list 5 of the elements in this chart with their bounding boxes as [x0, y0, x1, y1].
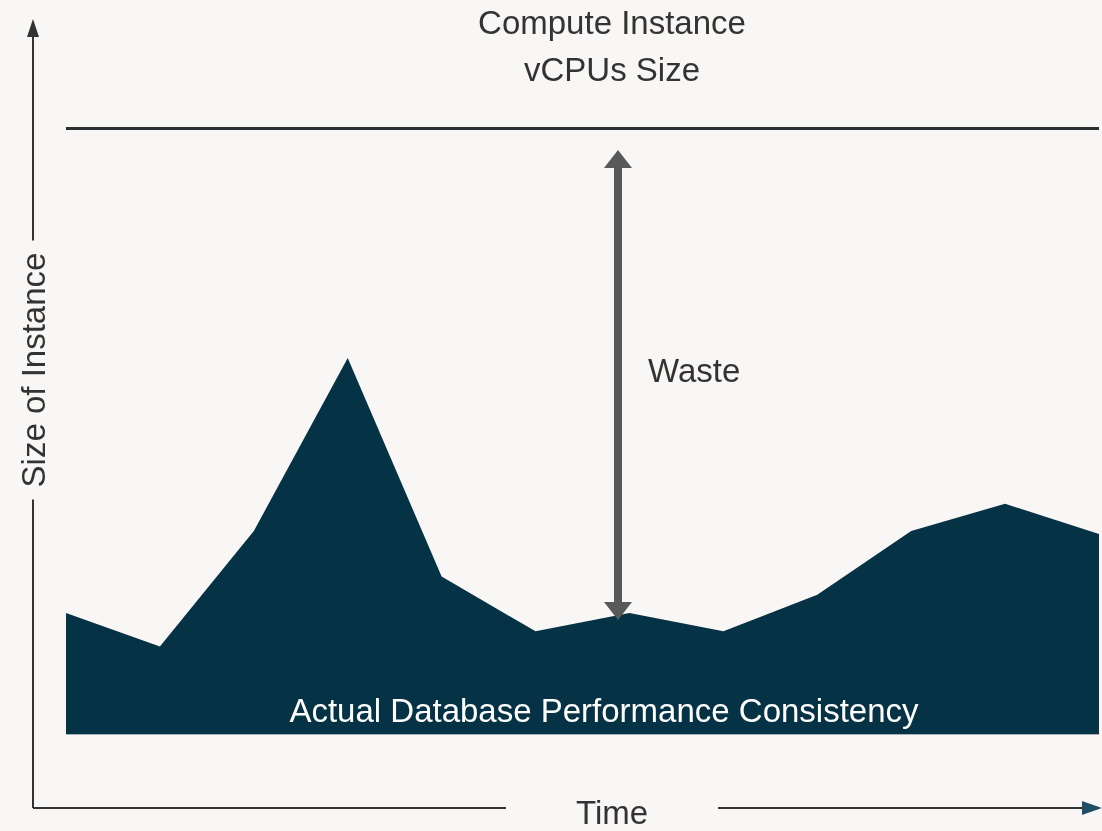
series-label: Actual Database Performance Consistency	[289, 692, 920, 730]
series-label: Compute Instance vCPUs Size	[478, 4, 746, 89]
y-axis-title: Size of Instance	[15, 252, 53, 488]
x-axis-title: Time	[575, 794, 649, 831]
annotation: Waste	[648, 352, 741, 390]
